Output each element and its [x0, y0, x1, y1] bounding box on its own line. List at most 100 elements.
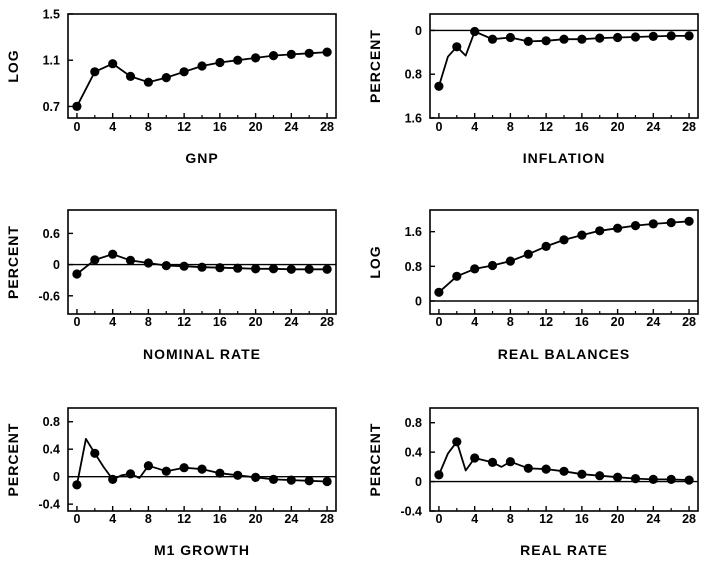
x-tick-label: 8: [145, 120, 152, 134]
y-tick-label: 1.6: [405, 112, 422, 126]
y-tick-label: -0.4: [400, 505, 422, 519]
data-point: [613, 472, 623, 482]
plot-frame: [67, 407, 337, 512]
data-point: [470, 26, 480, 37]
data-point: [90, 448, 100, 458]
data-point: [179, 261, 189, 271]
data-point: [215, 468, 225, 478]
y-axis-title: PERCENT: [367, 423, 383, 497]
x-tick-label: 0: [73, 120, 80, 134]
x-tick-label: 16: [575, 120, 589, 134]
data-point: [90, 255, 100, 265]
data-point: [577, 230, 587, 240]
data-point: [251, 264, 261, 274]
data-point: [179, 463, 189, 473]
x-tick-label: 12: [539, 512, 553, 526]
plot-frame: [429, 407, 699, 512]
x-tick-label: 16: [575, 512, 589, 526]
y-tick-label: 0: [415, 295, 422, 309]
y-tick-label: 0.7: [43, 100, 60, 114]
x-axis-title-gnp: GNP: [185, 150, 218, 166]
y-tick-label: 0.8: [43, 415, 60, 429]
data-point: [108, 59, 118, 69]
panel-m1-growth: 0 4 8 12 16 20 24 28 -0.4 0 0.4 0.8 M1 GROWTH PERCENT: [5, 407, 337, 558]
y-tick-label: 0.8: [405, 68, 422, 82]
data-point: [161, 466, 171, 476]
data-point: [90, 67, 100, 77]
x-tick-label: 16: [213, 512, 227, 526]
data-point: [595, 226, 605, 236]
data-point: [470, 264, 480, 274]
data-point: [72, 480, 82, 490]
y-axis-title: LOG: [367, 245, 383, 278]
data-point: [648, 219, 658, 229]
x-axis-title-nominal-rate: NOMINAL RATE: [143, 346, 261, 362]
data-point: [541, 464, 551, 474]
x-tick-label: 12: [177, 315, 191, 329]
x-tick-label: 12: [539, 315, 553, 329]
data-point: [505, 32, 515, 43]
data-point: [161, 73, 171, 83]
data-point: [304, 48, 314, 58]
data-point: [666, 474, 676, 484]
data-point: [523, 463, 533, 473]
x-tick-label: 24: [284, 512, 298, 526]
data-point: [541, 36, 551, 46]
data-point: [613, 32, 623, 43]
y-tick-label: 0.6: [43, 227, 60, 241]
data-point: [179, 67, 189, 77]
x-tick-label: 4: [471, 315, 478, 329]
data-point: [684, 475, 694, 485]
data-point: [452, 271, 462, 281]
data-point: [268, 474, 279, 484]
x-tick-label: 28: [320, 512, 334, 526]
data-point: [322, 264, 332, 274]
data-point: [577, 34, 587, 44]
data-point: [452, 42, 462, 52]
data-point: [630, 221, 641, 231]
x-tick-label: 16: [575, 315, 589, 329]
data-point: [251, 472, 261, 482]
y-tick-label: 0: [53, 470, 60, 484]
data-point: [487, 457, 498, 467]
x-tick-label: 0: [435, 512, 442, 526]
x-tick-label: 24: [284, 120, 298, 134]
x-tick-label: 8: [507, 315, 514, 329]
data-point: [215, 263, 225, 273]
y-tick-label: 0: [415, 475, 422, 489]
panel-inflation: 0 4 8 12 16 20 24 28 0 0.8 1.6 INFLATION PERCENT: [367, 13, 699, 166]
data-point: [251, 53, 261, 63]
data-point: [215, 57, 225, 68]
x-tick-label: 20: [249, 315, 263, 329]
data-point: [304, 476, 314, 486]
x-tick-label: 24: [646, 315, 660, 329]
data-point: [487, 260, 498, 271]
y-tick-label: 1.5: [43, 8, 60, 22]
x-tick-label: 28: [682, 120, 696, 134]
data-point: [322, 47, 332, 57]
data-point: [161, 261, 171, 271]
data-point: [648, 31, 658, 41]
y-tick-label: 0.8: [405, 260, 422, 274]
x-tick-label: 4: [109, 120, 116, 134]
data-point: [72, 269, 82, 279]
panel-real-balances: 0 4 8 12 16 20 24 28 0 0.8 1.6 REAL BALANCES LOG: [367, 209, 699, 362]
data-point: [434, 287, 444, 297]
y-tick-label: -0.4: [38, 498, 60, 512]
x-tick-label: 20: [611, 315, 625, 329]
x-tick-label: 20: [611, 512, 625, 526]
y-axis-title: LOG: [5, 49, 21, 82]
x-tick-label: 28: [682, 315, 696, 329]
x-tick-label: 24: [646, 512, 660, 526]
data-point: [108, 474, 118, 484]
panel-gnp: 0 4 8 12 16 20 24 28 0.7 1.1 1.5 GNP LOG: [5, 8, 337, 166]
x-tick-label: 20: [249, 120, 263, 134]
data-point: [143, 77, 153, 87]
x-tick-label: 0: [73, 512, 80, 526]
data-point: [197, 262, 207, 272]
y-tick-label: 0: [53, 258, 60, 272]
data-point: [684, 216, 694, 226]
x-tick-label: 4: [109, 315, 116, 329]
y-tick-label: 0: [415, 24, 422, 38]
